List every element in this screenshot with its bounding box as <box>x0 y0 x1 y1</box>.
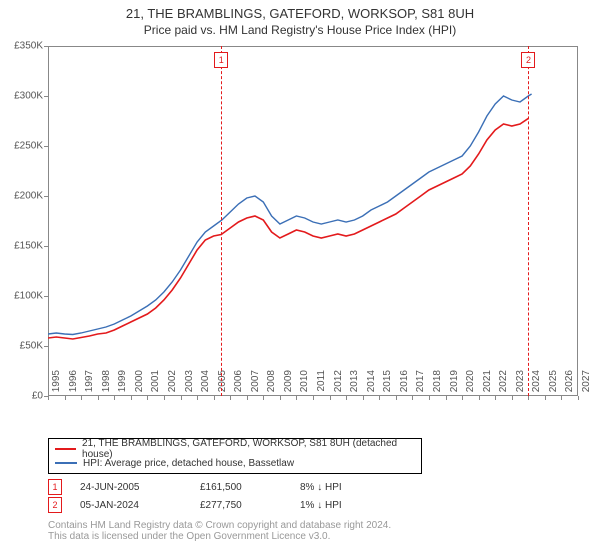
legend-label-hpi: HPI: Average price, detached house, Bass… <box>83 458 294 469</box>
hpi-line <box>48 94 532 335</box>
legend-row-property: 21, THE BRAMBLINGS, GATEFORD, WORKSOP, S… <box>55 442 415 456</box>
sale-price-2: £277,750 <box>200 500 300 511</box>
down-arrow-icon: ↓ <box>317 500 322 511</box>
sale-delta-1: 8% ↓ HPI <box>300 482 420 493</box>
footer: Contains HM Land Registry data © Crown c… <box>48 520 391 542</box>
chart-area: £0£50K£100K£150K£200K£250K£300K£350K 199… <box>48 46 578 396</box>
chart-svg <box>48 46 578 396</box>
sale-row-1: 1 24-JUN-2005 £161,500 8% ↓ HPI <box>48 478 420 496</box>
legend: 21, THE BRAMBLINGS, GATEFORD, WORKSOP, S… <box>48 438 422 474</box>
footer-license: This data is licensed under the Open Gov… <box>48 531 391 542</box>
property-line <box>48 118 529 339</box>
legend-swatch-hpi <box>55 462 77 464</box>
legend-swatch-property <box>55 448 76 450</box>
title-address: 21, THE BRAMBLINGS, GATEFORD, WORKSOP, S… <box>0 6 600 21</box>
sale-row-2: 2 05-JAN-2024 £277,750 1% ↓ HPI <box>48 496 420 514</box>
chart-title: 21, THE BRAMBLINGS, GATEFORD, WORKSOP, S… <box>0 0 600 37</box>
sale-date-2: 05-JAN-2024 <box>80 500 200 511</box>
sale-delta-2: 1% ↓ HPI <box>300 500 420 511</box>
sales-table: 1 24-JUN-2005 £161,500 8% ↓ HPI 2 05-JAN… <box>48 478 420 514</box>
down-arrow-icon: ↓ <box>317 482 322 493</box>
sale-price-1: £161,500 <box>200 482 300 493</box>
footer-copyright: Contains HM Land Registry data © Crown c… <box>48 520 391 531</box>
sale-date-1: 24-JUN-2005 <box>80 482 200 493</box>
sale-marker-2: 2 <box>48 497 62 513</box>
sale-marker-1: 1 <box>48 479 62 495</box>
title-subtitle: Price paid vs. HM Land Registry's House … <box>0 21 600 37</box>
